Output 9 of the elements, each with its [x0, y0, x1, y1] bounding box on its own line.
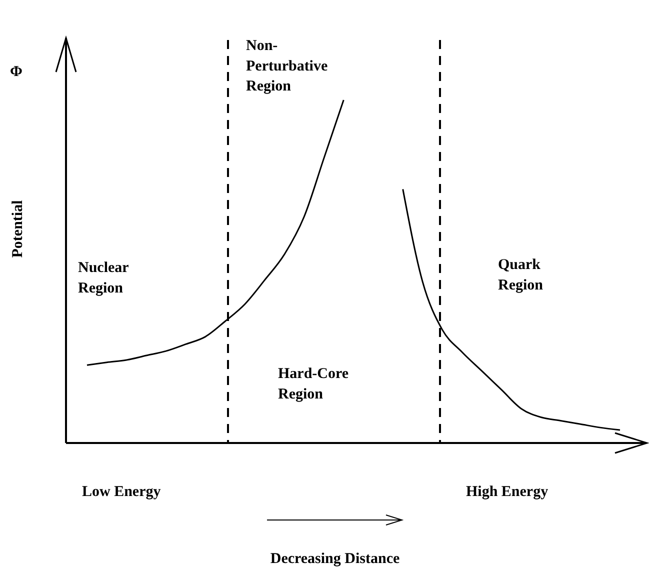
annotation: Quark Region — [498, 257, 544, 294]
text: Φ — [10, 64, 22, 80]
y-axis-title: Potential — [10, 200, 26, 258]
text: Decreasing Distance — [270, 551, 400, 567]
text: High Energy — [466, 484, 549, 500]
annotation: Nuclear Region — [78, 260, 130, 296]
text: Low Energy — [82, 484, 162, 500]
annotation: Hard-Core Region — [278, 366, 349, 402]
text: Non- Perturbative Region — [246, 38, 328, 94]
